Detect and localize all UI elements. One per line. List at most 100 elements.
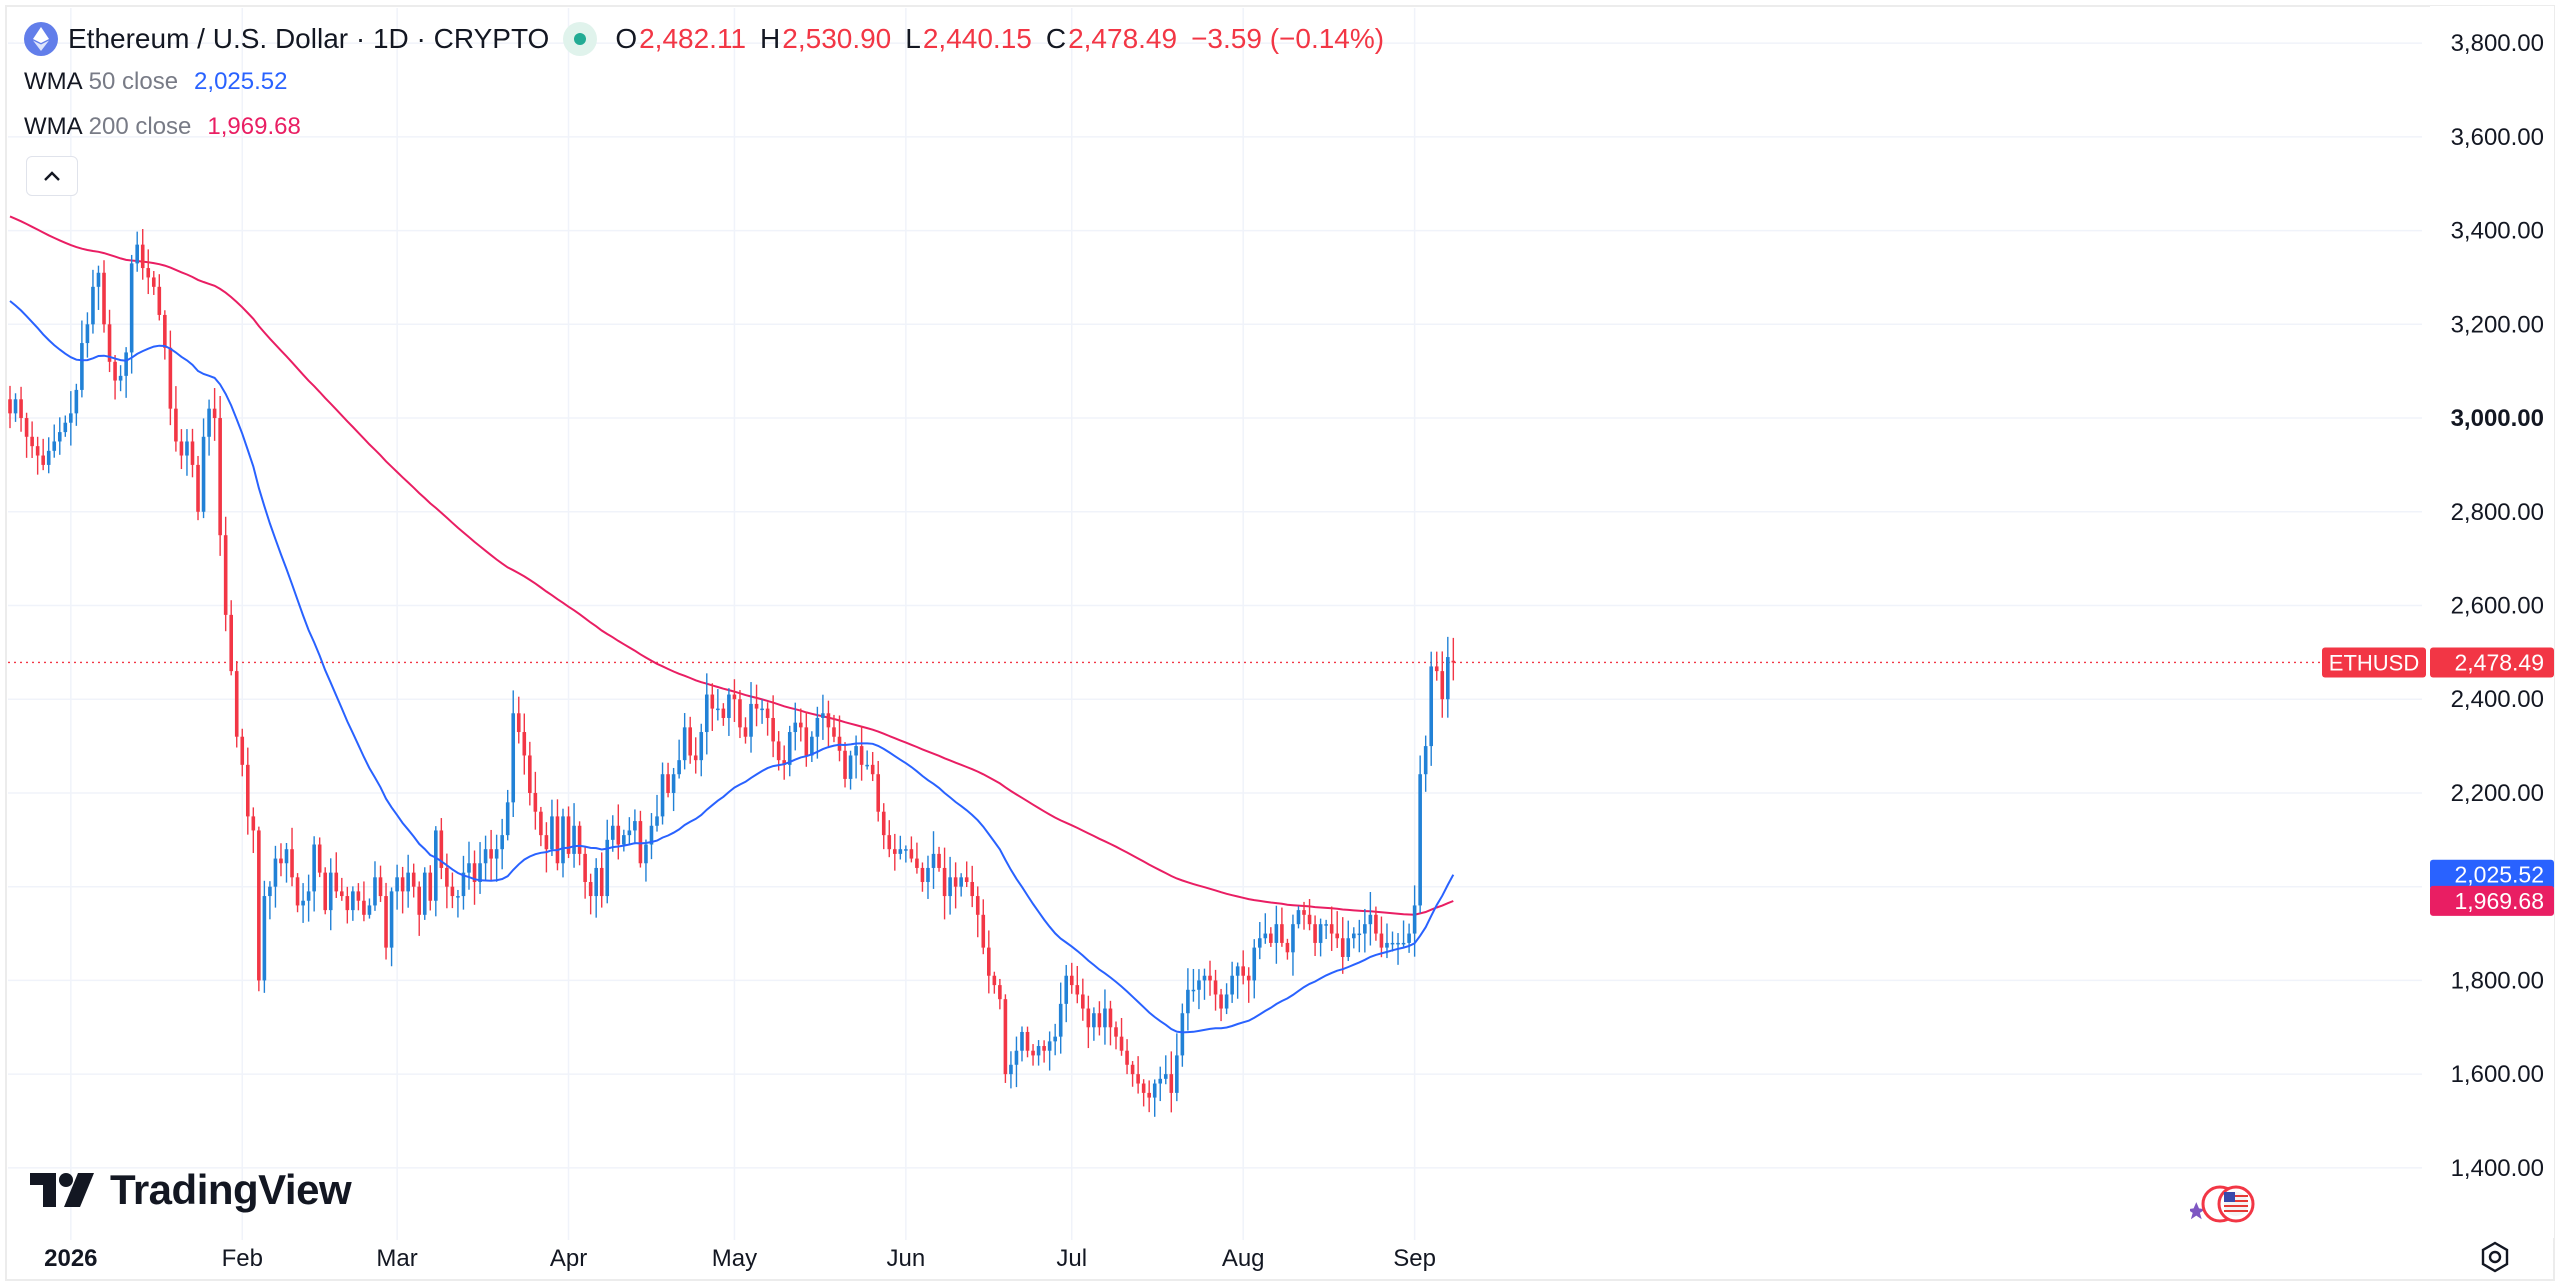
candle-body bbox=[1009, 1064, 1013, 1075]
candle bbox=[124, 347, 128, 398]
candle-body bbox=[561, 816, 565, 864]
candle-body bbox=[1313, 924, 1317, 943]
time-axis[interactable]: 2026 Feb Mar Apr May Jun Jul Aug Sep bbox=[44, 1245, 1436, 1272]
settings-icon[interactable] bbox=[2478, 1240, 2512, 1274]
candle-body bbox=[953, 877, 958, 887]
candle bbox=[1274, 905, 1279, 964]
candle-body bbox=[118, 375, 123, 381]
candle-body bbox=[179, 441, 184, 456]
candle bbox=[964, 861, 969, 887]
candle-body bbox=[1429, 666, 1434, 747]
price-axis[interactable]: 3,800.00 3,600.00 3,400.00 3,200.00 3,000.00… bbox=[2430, 6, 2554, 1238]
candle-body bbox=[599, 867, 604, 897]
candle bbox=[96, 265, 101, 310]
candle-body bbox=[533, 792, 538, 812]
candle-body bbox=[505, 802, 510, 836]
candle-body bbox=[1379, 933, 1384, 948]
price-axis-label: 2,400.00 bbox=[2451, 686, 2544, 713]
candle-body bbox=[964, 877, 969, 883]
axis-price-label-bg bbox=[2430, 859, 2554, 890]
candle bbox=[279, 843, 283, 877]
candle-body bbox=[190, 441, 195, 465]
candle-body bbox=[859, 746, 864, 765]
candle bbox=[1230, 961, 1234, 1003]
candle-body bbox=[295, 877, 300, 906]
candle-body bbox=[876, 774, 881, 812]
axis-price-label: 2,478.49 bbox=[2454, 649, 2544, 675]
candle-body bbox=[367, 905, 372, 915]
wma-50-legend[interactable]: WMA 50 close 2,025.52 bbox=[24, 68, 287, 96]
candle bbox=[1075, 965, 1080, 1004]
candle bbox=[1163, 1055, 1168, 1085]
indicator-params: 200 close bbox=[88, 113, 192, 140]
candle-body bbox=[467, 863, 471, 873]
candle-body bbox=[1396, 942, 1400, 945]
candle bbox=[616, 804, 621, 860]
candle bbox=[638, 810, 643, 868]
candle bbox=[583, 846, 587, 899]
candle-body bbox=[445, 867, 449, 887]
candle-body bbox=[1252, 947, 1257, 981]
candle-body bbox=[511, 713, 516, 803]
candle bbox=[810, 731, 814, 763]
candle bbox=[1042, 1040, 1046, 1063]
candle-body bbox=[815, 717, 820, 737]
candle-body bbox=[251, 816, 256, 831]
economic-events-icon[interactable] bbox=[2190, 1184, 2270, 1228]
symbol-title[interactable]: Ethereum / U.S. Dollar · 1D · CRYPTO bbox=[68, 23, 550, 54]
candle bbox=[362, 881, 366, 922]
candle bbox=[881, 803, 886, 850]
wma-50-line bbox=[9, 300, 1455, 1034]
candle bbox=[931, 831, 936, 889]
candle-body bbox=[1025, 1031, 1030, 1051]
candle bbox=[378, 865, 383, 902]
market-status-icon[interactable] bbox=[563, 22, 598, 56]
price-axis-label: 3,200.00 bbox=[2451, 311, 2544, 338]
candle bbox=[1280, 907, 1284, 947]
candle bbox=[1429, 651, 1434, 766]
candle-body bbox=[290, 849, 294, 878]
time-axis-label: Sep bbox=[1393, 1245, 1436, 1272]
symbol-legend[interactable]: Ethereum / U.S. Dollar · 1D · CRYPTO O 2… bbox=[24, 22, 1398, 56]
candle-body bbox=[163, 314, 167, 348]
candle bbox=[1269, 927, 1273, 947]
tradingview-logo-icon bbox=[30, 1173, 94, 1207]
candle-body bbox=[655, 816, 659, 826]
candle-body bbox=[821, 713, 825, 718]
candle-body bbox=[450, 886, 455, 897]
collapse-legend-button[interactable] bbox=[26, 156, 78, 196]
candle-body bbox=[489, 849, 493, 859]
candle bbox=[1401, 920, 1406, 947]
candle-body bbox=[57, 432, 62, 442]
time-axis-label: 2026 bbox=[44, 1245, 97, 1272]
candle-body bbox=[1263, 933, 1268, 939]
candle-body bbox=[1451, 660, 1456, 663]
candle bbox=[356, 883, 361, 911]
candle bbox=[80, 320, 84, 398]
candle bbox=[870, 751, 875, 782]
candle-body bbox=[765, 708, 770, 718]
candle-body bbox=[1169, 1074, 1174, 1093]
candle-body bbox=[1186, 989, 1190, 1014]
candle-body bbox=[323, 872, 328, 911]
candle-body bbox=[417, 886, 422, 915]
wma-200-legend[interactable]: WMA 200 close 1,969.68 bbox=[24, 113, 301, 141]
candle-body bbox=[1257, 938, 1262, 948]
candle bbox=[367, 898, 372, 919]
candle-body bbox=[1363, 924, 1367, 934]
tradingview-logo[interactable]: TradingView bbox=[30, 1166, 352, 1214]
candle bbox=[489, 829, 493, 881]
candle-body bbox=[749, 703, 753, 737]
candle-body bbox=[848, 755, 853, 779]
candle bbox=[887, 820, 892, 858]
candle bbox=[306, 874, 311, 922]
candle bbox=[1036, 1040, 1041, 1066]
candle-body bbox=[129, 263, 134, 353]
candle bbox=[1329, 906, 1334, 951]
candle-body bbox=[1075, 985, 1080, 995]
candle-body bbox=[400, 877, 405, 892]
candle bbox=[1351, 927, 1356, 949]
candle-body bbox=[113, 361, 117, 381]
candle-body bbox=[279, 858, 283, 864]
